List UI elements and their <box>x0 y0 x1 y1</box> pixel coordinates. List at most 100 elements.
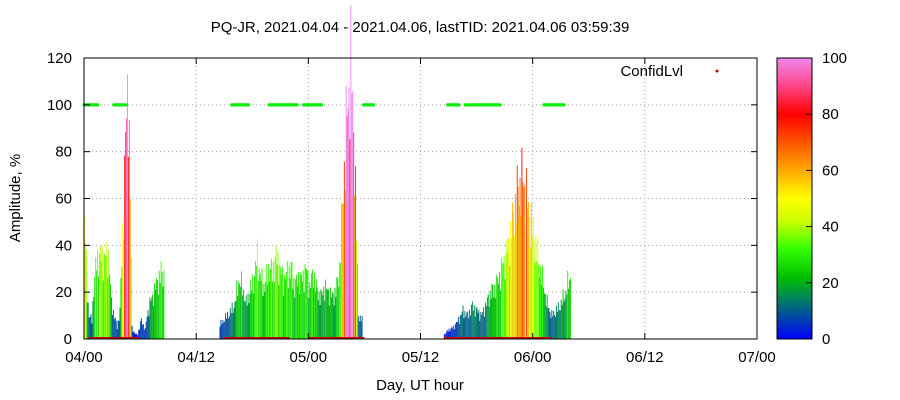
amplitude-bar <box>281 274 283 339</box>
amplitude-bar <box>130 257 132 339</box>
amplitude-bar <box>273 282 275 339</box>
amplitude-bar <box>282 266 284 339</box>
amplitude-bar <box>274 257 276 339</box>
amplitude-bar <box>128 120 130 340</box>
amplitude-bar <box>264 291 266 339</box>
amplitude-bar <box>473 305 475 339</box>
amplitude-bar <box>288 266 290 339</box>
amplitude-bar <box>91 323 93 339</box>
amplitude-bar <box>507 237 509 339</box>
confidence-point <box>124 103 128 107</box>
amplitude-bar <box>229 308 231 339</box>
amplitude-bar <box>471 301 473 339</box>
colorbar: 0 20 40 60 80 100 <box>776 50 847 348</box>
amplitude-bar <box>492 285 494 339</box>
amplitude-bar <box>322 295 324 339</box>
amplitude-bar <box>350 5 352 340</box>
amplitude-bar <box>94 276 96 339</box>
amplitude-bar <box>499 272 500 339</box>
amplitude-bar <box>468 318 470 339</box>
amplitude-bar <box>352 90 354 339</box>
amplitude-bar <box>346 115 348 339</box>
amplitude-bar <box>502 262 504 339</box>
amplitude-bar <box>221 324 223 339</box>
amplitude-bar <box>567 270 569 339</box>
amplitude-bar <box>279 265 281 339</box>
amplitude-bar <box>267 285 269 339</box>
amplitude-bar <box>454 329 456 339</box>
amplitude-bar <box>356 264 358 339</box>
amplitude-bar <box>311 273 313 339</box>
amplitude-bar <box>541 284 543 339</box>
amplitude-bar <box>503 255 505 339</box>
amplitude-bar <box>527 202 529 339</box>
amplitude-bar <box>117 320 119 339</box>
amplitude-bar <box>252 274 254 339</box>
amplitude-bar <box>498 283 500 339</box>
confidence-point <box>320 103 324 107</box>
amplitude-bar <box>470 304 472 339</box>
amplitude-bar <box>289 278 291 339</box>
amplitude-bar <box>125 131 127 339</box>
amplitude-bar <box>520 216 522 339</box>
amplitude-bar <box>528 215 530 339</box>
amplitude-bar <box>102 280 104 339</box>
amplitude-bar <box>327 289 328 339</box>
amplitude-bar <box>553 311 555 339</box>
amplitude-bar <box>444 334 446 339</box>
amplitude-bar <box>134 333 136 339</box>
amplitude-bar <box>292 288 294 339</box>
amplitude-bar <box>523 187 525 339</box>
amplitude-bar <box>310 288 312 339</box>
colorbar-tick-label: 100 <box>822 50 847 67</box>
amplitude-bar <box>566 294 568 339</box>
y-tick-label: 60 <box>55 191 72 208</box>
amplitude-bar <box>319 305 321 339</box>
confidence-point <box>457 103 461 107</box>
amplitude-bar <box>474 316 476 339</box>
amplitude-bar <box>559 310 561 339</box>
amplitude-bar <box>353 132 355 339</box>
amplitude-bar <box>449 331 451 339</box>
amplitude-bar <box>443 334 445 339</box>
amplitude-bar <box>299 272 301 339</box>
amplitude-bar <box>135 333 137 339</box>
amplitude-bar <box>568 288 570 339</box>
amplitude-bar <box>494 284 496 339</box>
amplitude-bar <box>505 240 507 339</box>
amplitude-bar <box>284 279 286 339</box>
y-tick-label: 100 <box>47 97 72 114</box>
y-axis-ticks: 0 20 40 60 80 100 120 <box>47 50 757 348</box>
amplitude-bar <box>533 240 535 339</box>
amplitude-bar <box>344 190 346 339</box>
amplitude-bar <box>259 273 261 339</box>
legend-marker <box>715 69 719 73</box>
amplitude-bar <box>358 321 360 339</box>
amplitude-bar <box>490 298 492 339</box>
amplitude-bar <box>245 295 247 339</box>
zero-marker <box>443 337 552 339</box>
amplitude-bar <box>512 202 514 339</box>
amplitude-bar <box>163 270 165 339</box>
amplitude-bar <box>265 281 267 339</box>
amplitude-bar <box>127 156 129 339</box>
amplitude-bar <box>487 294 489 339</box>
amplitude-bar <box>235 300 237 339</box>
amplitude-bar <box>86 302 88 339</box>
amplitude-bar <box>469 309 471 339</box>
amplitude-bar <box>226 318 228 339</box>
amplitude-bar <box>560 299 562 339</box>
amplitude-bar <box>277 251 279 339</box>
x-tick-label: 06/00 <box>514 349 552 366</box>
amplitude-bar <box>446 329 448 339</box>
amplitude-bar <box>546 294 548 339</box>
amplitude-bar <box>518 205 520 339</box>
amplitude-bar <box>147 310 149 339</box>
amplitude-bar <box>550 318 552 339</box>
zero-markers <box>88 337 552 339</box>
amplitude-bar <box>501 264 503 339</box>
amplitude-bar <box>161 271 163 339</box>
amplitude-bar <box>271 281 273 339</box>
amplitude-bar <box>108 249 110 339</box>
